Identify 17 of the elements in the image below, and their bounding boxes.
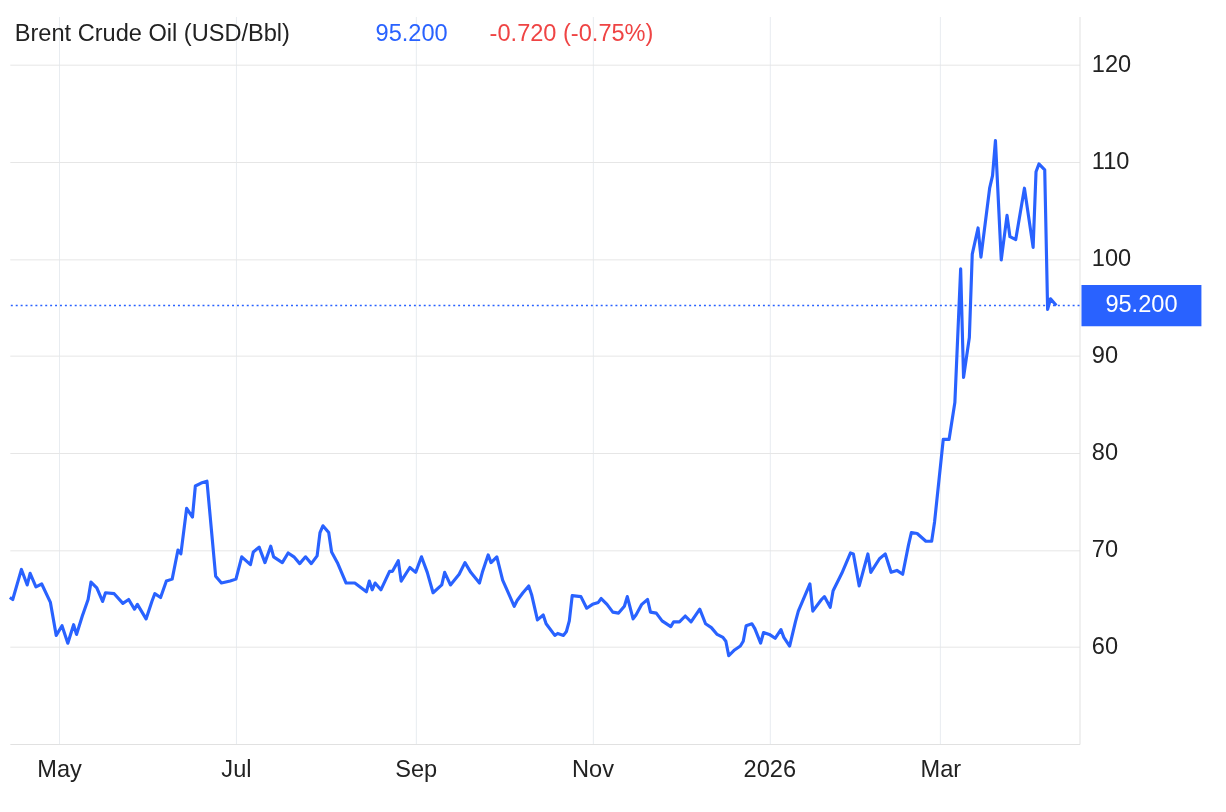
y-tick-label: 70 <box>1091 536 1119 563</box>
x-tick-label: Mar <box>920 755 962 782</box>
x-tick-label: May <box>37 755 83 782</box>
y-tick-label: 100 <box>1091 245 1132 272</box>
x-tick-label: Sep <box>395 755 438 782</box>
x-tick-label: 2026 <box>743 755 797 782</box>
x-tick-label: Nov <box>572 755 615 782</box>
y-tick-label: 60 <box>1091 633 1119 660</box>
y-tick-label: 120 <box>1091 51 1132 78</box>
y-tick-label: 110 <box>1091 148 1130 175</box>
annotation: -0.720 (-0.75%) <box>489 20 654 47</box>
y-tick-label: 80 <box>1091 439 1119 466</box>
x-tick-label: Jul <box>221 755 252 782</box>
chart-title: Brent Crude Oil (USD/Bbl) <box>14 20 290 47</box>
annotation: 95.200 <box>375 20 448 47</box>
y-tick-label: 90 <box>1091 342 1119 369</box>
ref-line-label: 95.200 <box>1105 291 1178 318</box>
